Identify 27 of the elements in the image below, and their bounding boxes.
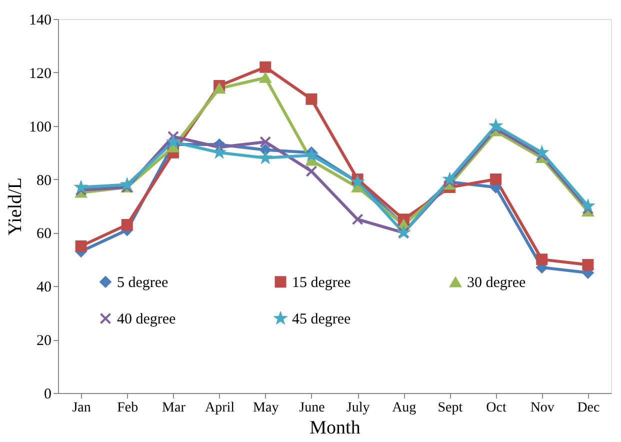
y-tick-label: 0 <box>44 386 52 402</box>
x-tick-label: Mar <box>162 400 186 416</box>
x-tick-label: Feb <box>117 400 138 416</box>
y-tick-label: 60 <box>36 226 52 242</box>
x-tick-label: Nov <box>530 400 554 416</box>
legend-label: 45 degree <box>292 312 352 328</box>
y-tick-label: 100 <box>29 119 52 136</box>
x-axis-title: Month <box>310 418 361 438</box>
legend-label: 40 degree <box>117 312 176 328</box>
y-tick-label: 140 <box>29 12 52 28</box>
y-tick-label: 20 <box>36 333 52 350</box>
x-tick-label: Dec <box>577 400 600 416</box>
y-tick-label: 40 <box>36 280 52 296</box>
y-tick-label: 80 <box>36 172 52 189</box>
y-axis-title: Yield/L <box>5 177 26 236</box>
x-tick-label: Aug <box>392 400 416 416</box>
x-tick-label: June <box>299 400 325 416</box>
x-tick-label: Jan <box>72 400 91 416</box>
x-tick-label: May <box>253 400 279 416</box>
legend-label: 15 degree <box>292 274 352 291</box>
legend-label: 30 degree <box>467 275 526 292</box>
legend-label: 5 degree <box>117 274 169 291</box>
x-tick-label: Sept <box>438 400 463 416</box>
x-tick-label: April <box>205 400 235 416</box>
x-tick-label: July <box>346 400 370 416</box>
y-tick-label: 120 <box>29 66 52 82</box>
x-tick-label: Oct <box>486 400 507 416</box>
